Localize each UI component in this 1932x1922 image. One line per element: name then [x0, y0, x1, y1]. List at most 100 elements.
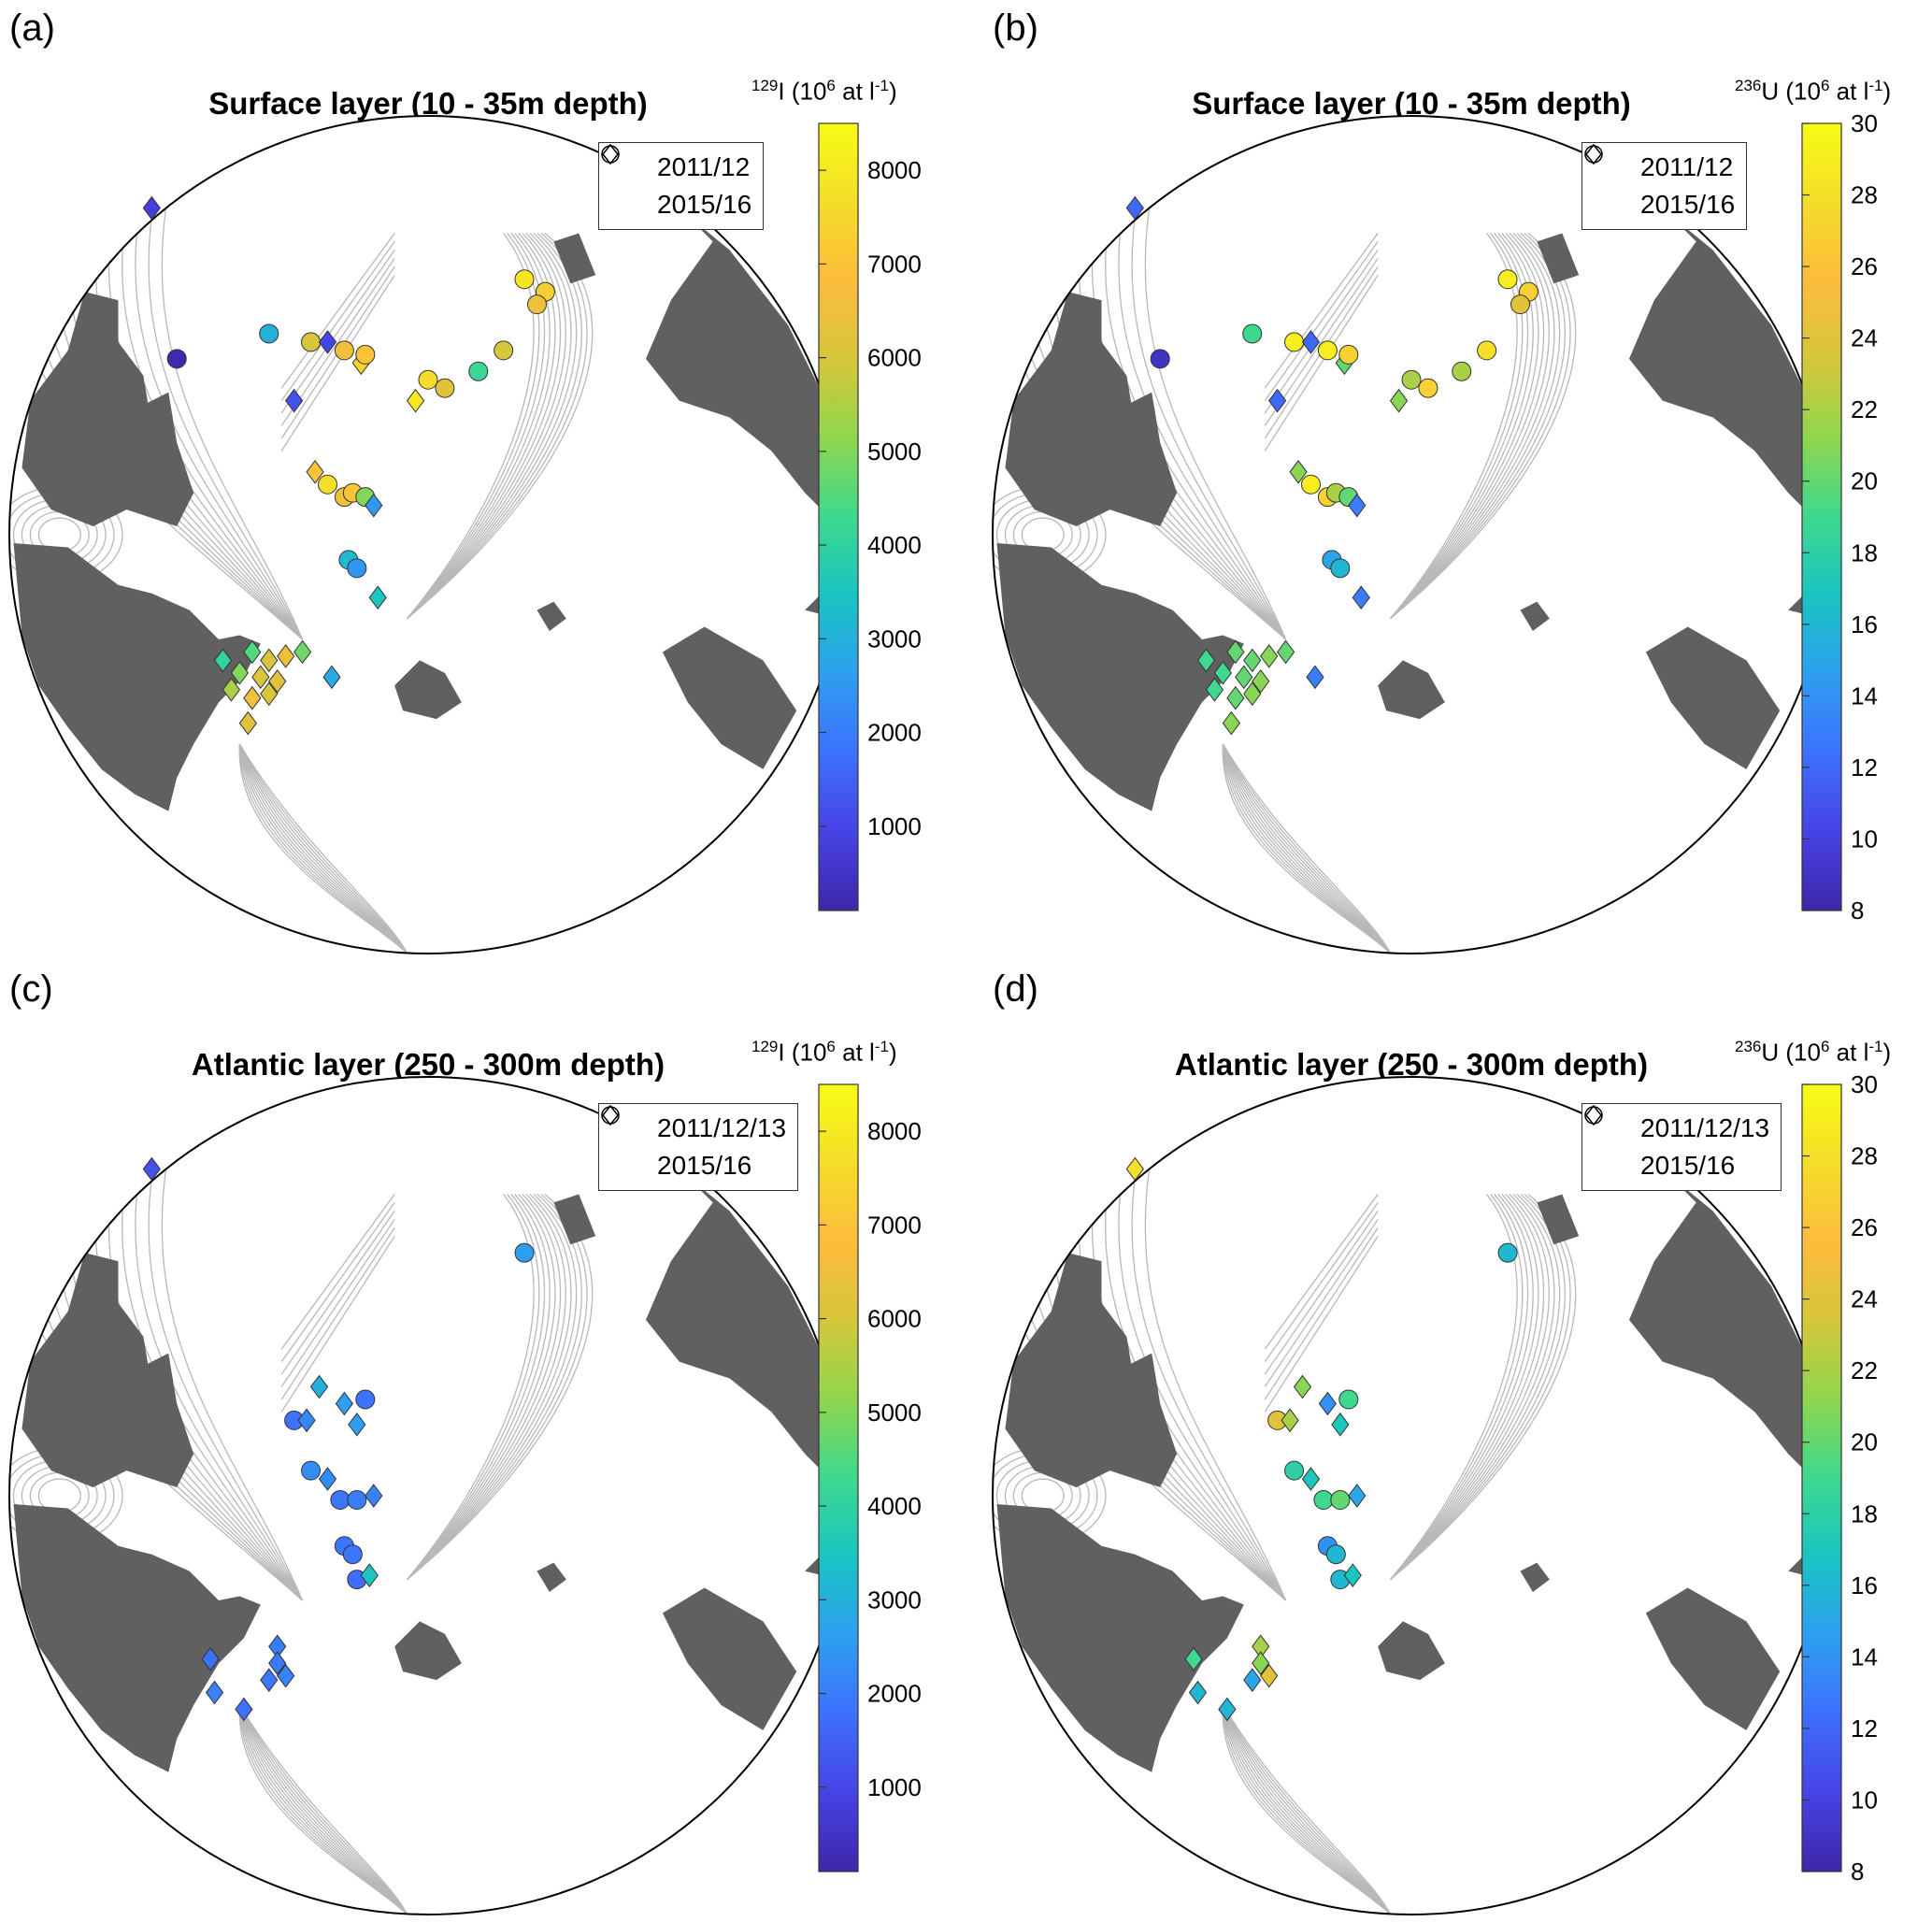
colorbar-tick-label: 8000 [867, 1117, 922, 1145]
sample-circle [317, 474, 337, 495]
colorbar-tick-label: 18 [1851, 1499, 1878, 1528]
land-masses [996, 174, 1826, 811]
colorbar-tick-label: 4000 [867, 531, 922, 559]
sample-circle [1242, 323, 1263, 344]
colorbar-tick-label: 7000 [867, 250, 922, 278]
sample-diamond [1243, 1668, 1262, 1692]
sample-circle [1284, 332, 1305, 352]
colorbar-tick-label: 5000 [867, 1398, 922, 1427]
sample-diamond [1243, 681, 1262, 707]
sample-circle [1338, 1389, 1359, 1410]
sample-diamond [205, 1680, 224, 1705]
sample-circle [347, 1489, 367, 1510]
legend-label: 2011/12/13 [657, 1113, 787, 1142]
legend-label: 2011/12/13 [1640, 1113, 1770, 1142]
sample-diamond [260, 1668, 279, 1692]
colorbar-tick-label: 26 [1851, 252, 1878, 280]
sample-diamond [293, 639, 312, 665]
legend-entry-circle: 2011/12/13 [1584, 1106, 1770, 1147]
sample-diamond [1213, 661, 1233, 685]
sample-circle [1452, 361, 1472, 381]
sample-diamond [318, 330, 337, 354]
sample-circle [334, 340, 354, 361]
colorbar-tick-label: 16 [1851, 610, 1878, 638]
diamond-icon [1585, 1104, 1622, 1179]
sample-diamond [1125, 195, 1144, 221]
sample-diamond [1318, 1391, 1338, 1416]
sample-circle [1317, 340, 1338, 361]
sample-diamond [1276, 639, 1295, 665]
colorbar-tick-label: 26 [1851, 1213, 1878, 1241]
legend-entry-circle: 2011/12/13 [601, 1106, 787, 1147]
sample-diamond [297, 1408, 316, 1433]
legend-entry-circle: 2011/12 [1584, 145, 1735, 186]
sample-diamond [268, 668, 287, 694]
colorbar-tick-label: 18 [1851, 538, 1878, 567]
colorbar-tick-label: 8 [1851, 896, 1864, 925]
colorbar-tick-label: 30 [1851, 1070, 1878, 1098]
land-masses [996, 1135, 1826, 1772]
sample-diamond [142, 1156, 161, 1182]
sample-diamond [243, 639, 262, 665]
panel-title: Atlantic layer (250 - 300m depth) [191, 1047, 665, 1082]
sample-circle [418, 369, 438, 390]
sample-diamond [238, 710, 257, 736]
sample-diamond [335, 1391, 354, 1416]
sample-circle [355, 344, 376, 365]
sample-diamond [368, 585, 387, 610]
sample-diamond [365, 1484, 383, 1508]
map-panel-a: (a) Surface layer (10 - 35m depth) 1000 2… [0, 0, 966, 961]
colorbar-tick-label: 3000 [867, 624, 922, 653]
sample-diamond [1188, 1680, 1208, 1705]
sample-diamond [322, 665, 341, 690]
colorbar-tick-label: 6000 [867, 344, 922, 372]
sample-diamond [1348, 493, 1367, 518]
colorbar-tick-label: 6000 [867, 1305, 922, 1333]
colorbar-tick-label: 3000 [867, 1585, 922, 1614]
sample-diamond [213, 648, 233, 673]
sample-circle [1477, 340, 1497, 361]
colorbar [1801, 122, 1842, 911]
sample-diamond [201, 1646, 220, 1671]
sample-diamond [243, 685, 262, 710]
sample-diamond [1235, 665, 1253, 690]
colorbar-tick-label: 22 [1851, 1356, 1878, 1384]
sample-diamond [268, 1651, 287, 1676]
colorbar-tick-label: 10 [1851, 825, 1878, 853]
polar-map: 1000 2000 3000 4000 5000 6000 7000 8000 [8, 1076, 922, 1915]
sample-diamond [260, 681, 279, 707]
colorbar-tick-label: 10 [1851, 1786, 1878, 1814]
sample-diamond [260, 648, 279, 673]
colorbar-tick-label: 2000 [867, 719, 922, 747]
panel-title: Surface layer (10 - 35m depth) [208, 86, 648, 121]
sample-diamond [365, 493, 383, 518]
sample-circle [1401, 369, 1422, 390]
map-panel-d: (d) Atlantic layer (250 - 300m depth) 8 1… [983, 961, 1932, 1922]
legend: 2011/12 2015/16 [1581, 142, 1748, 230]
sample-diamond [1281, 1408, 1299, 1433]
colorbar-tick-label: 30 [1851, 109, 1878, 137]
colorbar-tick-label: 12 [1851, 1714, 1878, 1743]
panel-label: (d) [993, 968, 1038, 1010]
sample-diamond [1260, 644, 1279, 668]
sample-points [142, 1156, 535, 1722]
map-panel-b: (b) Surface layer (10 - 35m depth) 8 10 12… [983, 0, 1932, 961]
sample-diamond [235, 1697, 253, 1722]
sample-diamond [360, 1563, 379, 1587]
sample-points [142, 195, 555, 736]
sample-circle [1510, 294, 1530, 315]
colorbar-label: 129I (106 at l-1) [751, 77, 897, 106]
sample-circle [435, 378, 455, 398]
sample-circle [259, 323, 279, 344]
sample-diamond [1252, 668, 1270, 694]
map-panel-c: (c) Atlantic layer (250 - 300m depth) 10… [0, 961, 966, 1922]
sample-diamond [1268, 388, 1287, 413]
colorbar-tick-label: 16 [1851, 1571, 1878, 1599]
sample-diamond [230, 661, 250, 685]
sample-circle [301, 1460, 322, 1481]
sample-diamond [142, 195, 161, 221]
sample-circle [342, 1544, 363, 1565]
sample-circle [1300, 474, 1321, 495]
land-masses [13, 174, 843, 811]
sample-circle [1497, 1242, 1518, 1263]
